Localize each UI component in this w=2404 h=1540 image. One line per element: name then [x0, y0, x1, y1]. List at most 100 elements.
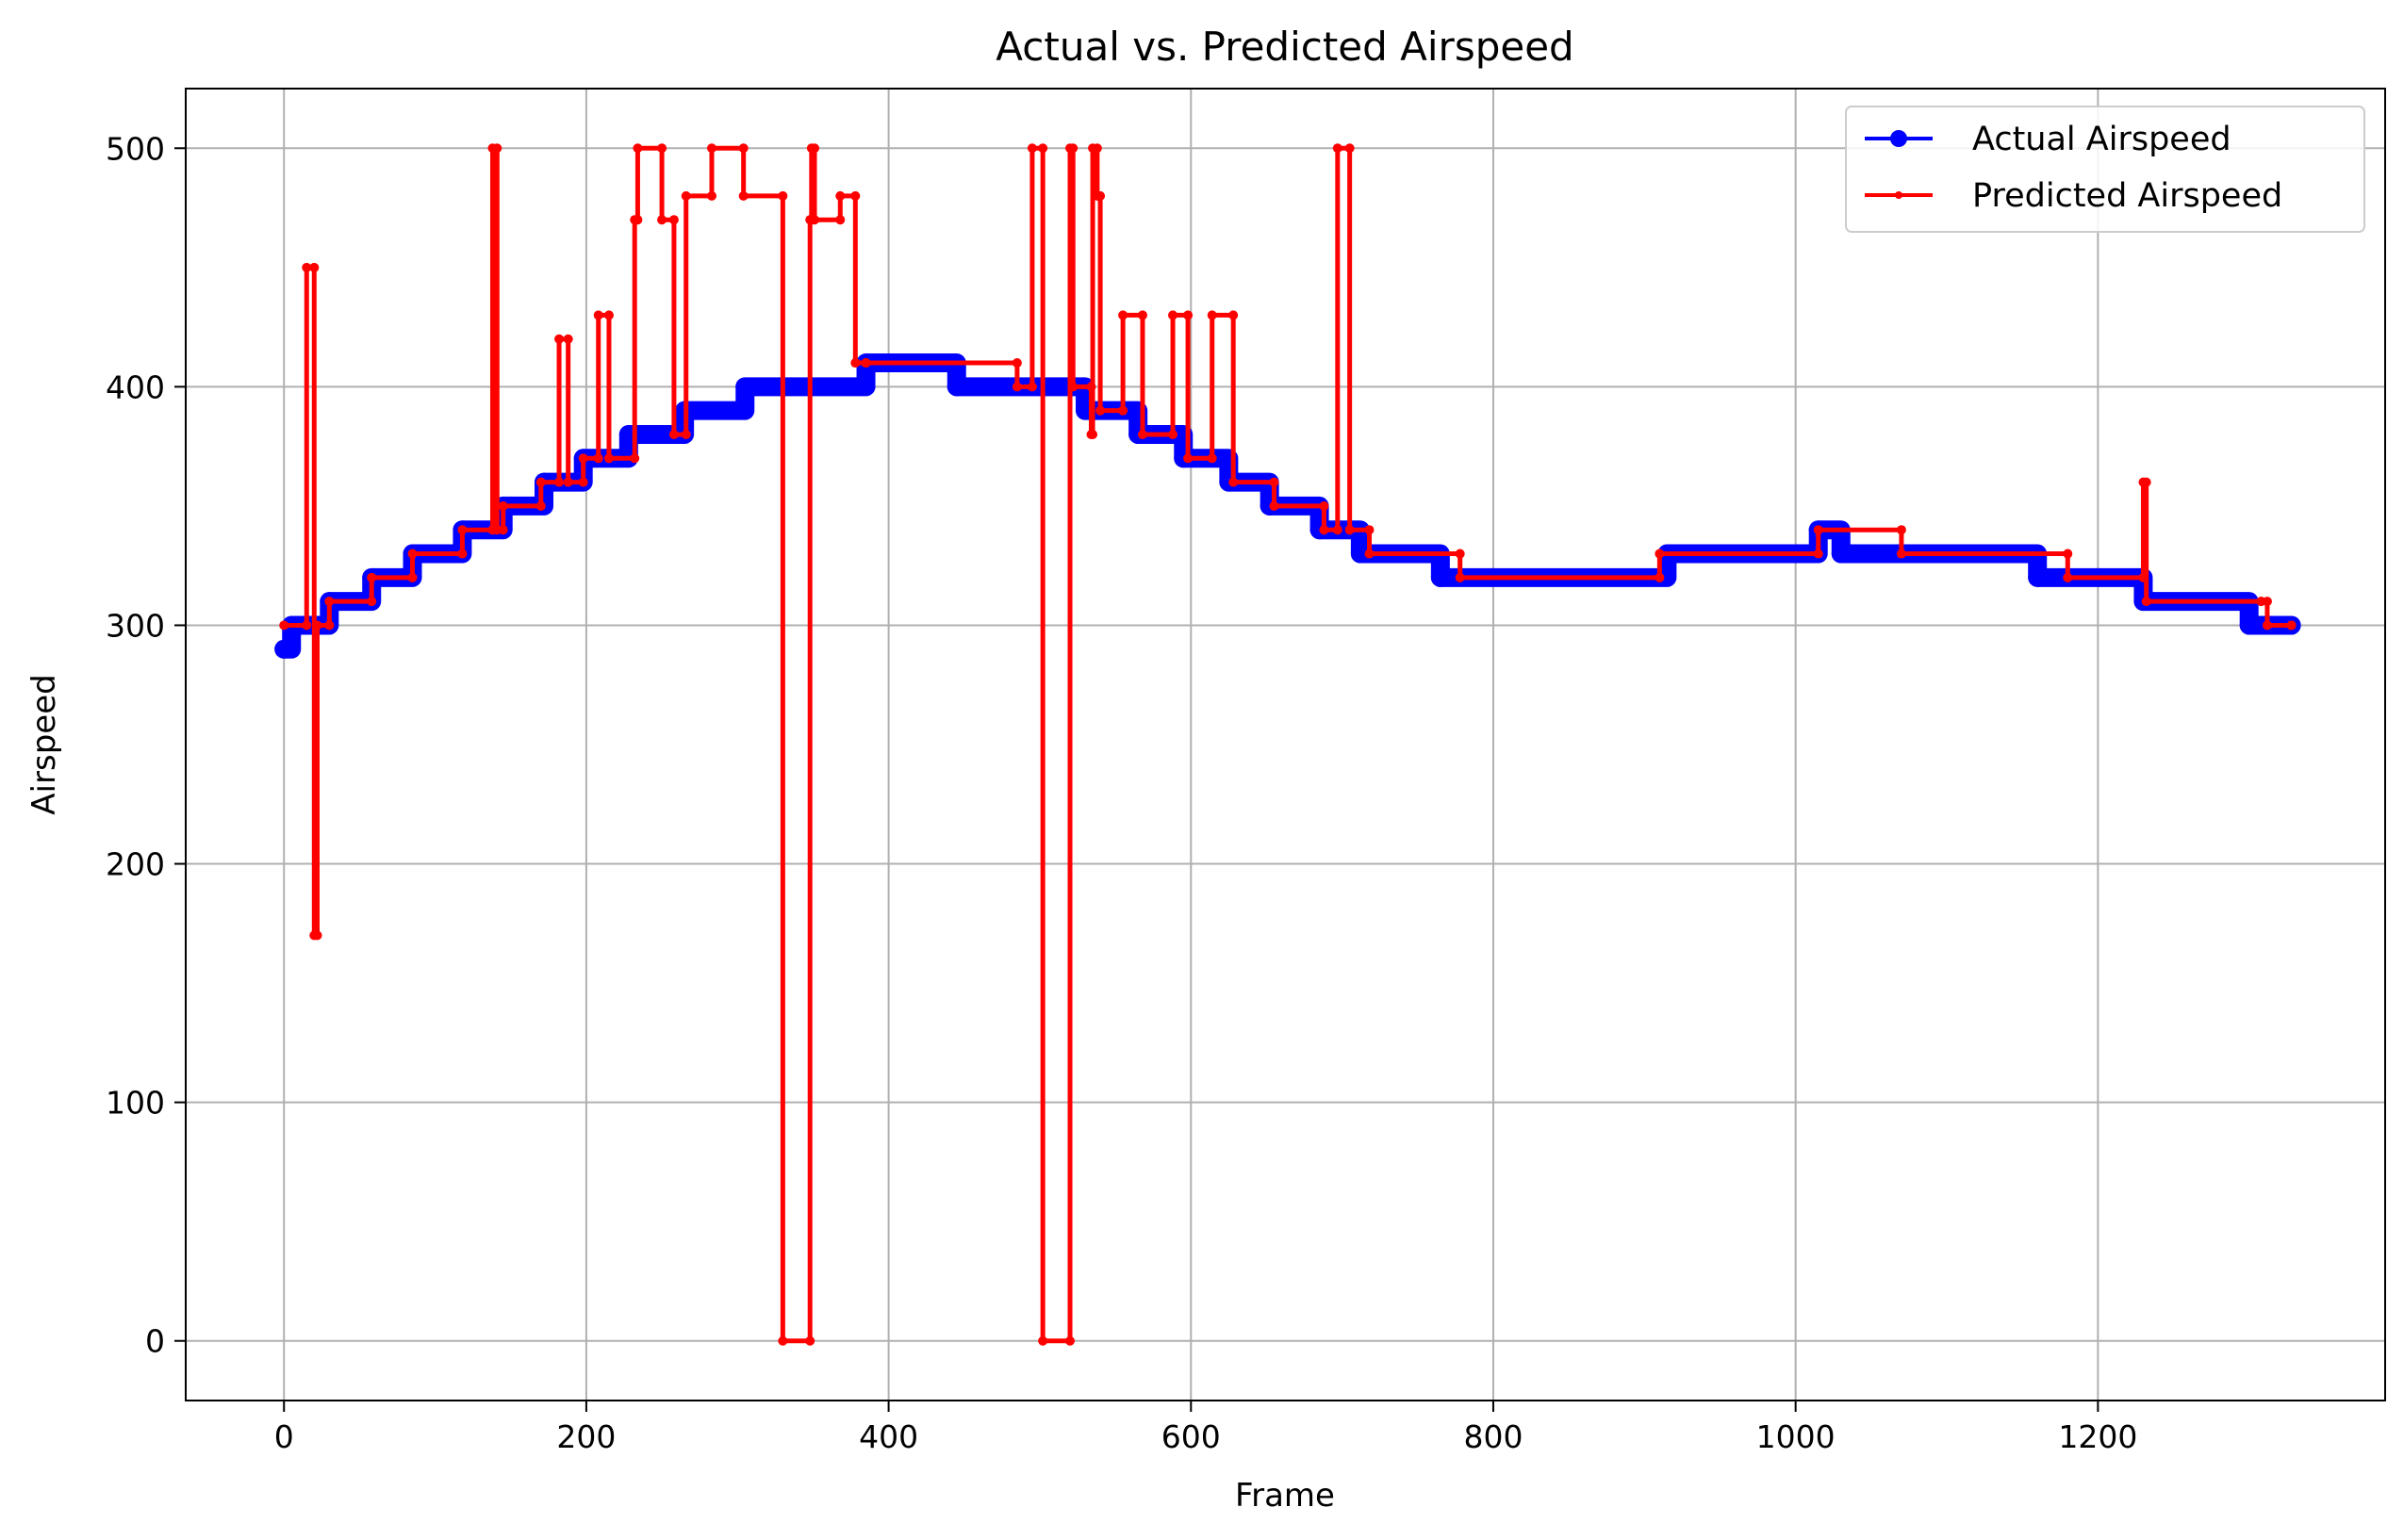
data-point	[805, 1335, 815, 1346]
data-point	[554, 334, 565, 344]
data-point	[1168, 429, 1178, 439]
data-point	[535, 477, 546, 487]
data-point	[668, 215, 679, 225]
data-point	[657, 215, 667, 225]
data-point	[706, 190, 716, 201]
data-point	[1086, 382, 1096, 392]
series-layer	[274, 143, 2301, 1346]
data-point	[1455, 572, 1465, 582]
x-tick-label: 800	[1463, 1418, 1523, 1455]
data-point	[1430, 567, 1450, 587]
data-point	[324, 620, 335, 631]
legend-label-predicted: Predicted Airspeed	[1972, 177, 2282, 215]
data-point	[535, 500, 546, 511]
data-point	[324, 597, 335, 607]
data-point	[1228, 477, 1239, 487]
data-point	[2286, 620, 2297, 631]
x-tick-label: 400	[859, 1418, 918, 1455]
y-tick-label: 0	[145, 1323, 165, 1360]
data-point	[1269, 477, 1279, 487]
data-point	[735, 377, 755, 397]
y-axis-label: Airspeed	[25, 674, 63, 814]
data-point	[681, 190, 691, 201]
data-point	[810, 215, 820, 225]
series-predicted	[279, 143, 2297, 1346]
x-tick-label: 1000	[1756, 1418, 1836, 1455]
data-point	[1095, 405, 1106, 416]
data-point	[1364, 549, 1375, 559]
legend-marker-predicted	[1895, 191, 1902, 199]
data-point	[312, 620, 322, 631]
data-point	[593, 453, 603, 464]
data-point	[1038, 1335, 1048, 1346]
data-point	[603, 310, 614, 320]
data-point	[1655, 549, 1665, 559]
x-tick-label: 0	[274, 1418, 294, 1455]
data-point	[835, 215, 846, 225]
data-point	[498, 525, 508, 535]
data-point	[1896, 549, 1906, 559]
data-point	[850, 190, 861, 201]
data-point	[367, 597, 377, 607]
data-point	[554, 477, 565, 487]
data-point	[457, 525, 468, 535]
y-tick-label: 100	[106, 1085, 165, 1122]
data-point	[810, 143, 820, 154]
data-point	[312, 930, 322, 941]
data-point	[1092, 143, 1102, 154]
data-point	[706, 143, 716, 154]
data-point	[492, 143, 502, 154]
data-point	[681, 429, 691, 439]
data-point	[1183, 453, 1194, 464]
data-point	[2063, 572, 2073, 582]
data-point	[1095, 190, 1106, 201]
data-point	[1137, 429, 1147, 439]
gridlines	[186, 89, 2385, 1401]
data-point	[1813, 525, 1823, 535]
data-point	[2262, 597, 2272, 607]
legend-box	[1845, 106, 2365, 233]
data-point	[1364, 525, 1375, 535]
data-point	[947, 377, 966, 397]
data-point	[1118, 310, 1128, 320]
data-point	[367, 572, 377, 582]
series-line	[284, 145, 2292, 1344]
legend: Actual Airspeed Predicted Airspeed	[1845, 106, 2365, 233]
data-point	[1319, 525, 1329, 535]
data-point	[309, 262, 320, 272]
axes-frame	[185, 88, 2386, 1401]
data-point	[1012, 358, 1022, 369]
data-point	[1183, 310, 1194, 320]
chart-title: Actual vs. Predicted Airspeed	[996, 24, 1573, 70]
data-point	[1332, 525, 1342, 535]
data-point	[1455, 549, 1465, 559]
data-point	[1319, 500, 1329, 511]
data-point	[738, 190, 749, 201]
data-point	[1027, 143, 1037, 154]
data-point	[1207, 453, 1217, 464]
data-point	[1344, 143, 1355, 154]
data-point	[1813, 549, 1823, 559]
data-point	[2138, 572, 2149, 582]
data-point	[302, 620, 312, 631]
data-point	[407, 572, 418, 582]
data-point	[1012, 382, 1022, 392]
data-point	[1350, 544, 1370, 564]
data-point	[1207, 310, 1217, 320]
x-axis-label: Frame	[1235, 1477, 1335, 1515]
data-point	[563, 334, 573, 344]
data-point	[630, 453, 640, 464]
data-point	[657, 143, 667, 154]
y-tick-label: 500	[106, 130, 165, 167]
legend-marker-actual	[1890, 130, 1907, 147]
data-point	[302, 262, 312, 272]
data-point	[2262, 620, 2272, 631]
data-point	[457, 549, 468, 559]
data-point	[1137, 310, 1147, 320]
data-point	[2141, 597, 2151, 607]
data-point	[2141, 477, 2151, 487]
y-tick-label: 300	[106, 607, 165, 644]
data-point	[1068, 382, 1079, 392]
data-point	[778, 190, 788, 201]
data-point	[578, 453, 588, 464]
